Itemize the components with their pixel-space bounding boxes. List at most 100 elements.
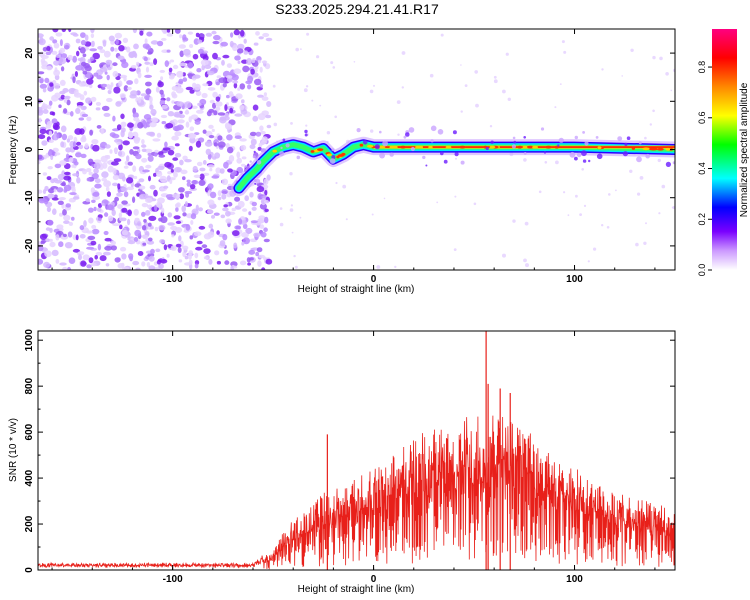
ridge-hotspot — [517, 145, 523, 149]
spectrogram-ytick-label: 20 — [24, 47, 35, 59]
noise-blob — [215, 96, 221, 102]
noise-blob — [172, 64, 179, 70]
noise-blob — [58, 57, 67, 65]
ridge-hotspot — [399, 145, 407, 149]
ridge-scatter — [543, 151, 547, 154]
noise-blob — [105, 59, 113, 65]
noise-blob — [137, 71, 142, 79]
noise-blob — [103, 50, 111, 58]
noise-blob — [90, 96, 97, 102]
ridge-scatter — [410, 146, 415, 152]
noise-blob — [212, 91, 218, 98]
noise-blob — [67, 54, 74, 61]
noise-blob — [52, 39, 58, 44]
noise-speck — [512, 219, 516, 223]
noise-blob — [149, 131, 156, 137]
ridge-scatter — [569, 151, 576, 158]
noise-blob — [52, 177, 59, 182]
noise-speck — [555, 160, 559, 165]
noise-blob — [265, 37, 273, 42]
noise-blob — [190, 213, 197, 220]
noise-blob — [263, 238, 270, 243]
noise-blob — [115, 38, 119, 45]
noise-speck — [493, 79, 498, 84]
noise-blob — [90, 262, 97, 267]
noise-blob — [78, 82, 85, 87]
spectrogram-xtick-label: -100 — [163, 274, 183, 285]
noise-blob — [252, 115, 259, 122]
noise-blob — [47, 219, 54, 226]
noise-blob — [155, 87, 160, 93]
noise-blob — [263, 178, 269, 185]
noise-blob — [38, 154, 43, 160]
noise-blob — [58, 227, 64, 232]
noise-blob — [191, 180, 199, 185]
noise-blob — [61, 181, 66, 187]
ridge-scatter — [374, 144, 380, 150]
noise-blob — [190, 220, 194, 225]
noise-blob — [133, 237, 139, 242]
noise-blob — [108, 85, 113, 91]
noise-blob — [44, 250, 52, 258]
noise-blob — [38, 117, 42, 123]
noise-blob — [51, 197, 59, 201]
noise-blob — [239, 138, 247, 142]
noise-blob — [126, 186, 135, 191]
noise-blob — [109, 149, 113, 154]
ridge-hotspot — [665, 147, 671, 151]
noise-blob — [113, 158, 122, 163]
noise-blob — [256, 186, 265, 193]
noise-blob — [90, 240, 97, 246]
ridge-scatter — [405, 132, 410, 137]
noise-blob — [84, 143, 89, 149]
noise-blob — [149, 122, 157, 128]
noise-blob — [201, 92, 208, 99]
noise-blob — [189, 235, 194, 240]
noise-speck — [353, 61, 356, 63]
noise-blob — [119, 93, 126, 99]
noise-blob — [107, 215, 114, 222]
noise-blob — [95, 107, 101, 111]
noise-blob — [251, 206, 257, 211]
noise-blob — [104, 245, 113, 251]
noise-speck — [305, 85, 309, 88]
noise-blob — [208, 223, 214, 229]
noise-blob — [204, 64, 212, 69]
noise-blob — [239, 104, 245, 111]
ridge-scatter — [672, 161, 675, 165]
colorbar-tick-label: 0.2 — [697, 213, 707, 226]
colorbar-tick-label: 0.0 — [697, 264, 707, 277]
noise-blob — [63, 214, 71, 221]
noise-blob — [167, 212, 173, 218]
noise-blob — [53, 194, 58, 199]
noise-blob — [132, 196, 136, 203]
noise-blob — [86, 264, 92, 269]
noise-blob — [135, 267, 141, 270]
noise-blob — [203, 248, 211, 255]
noise-blob — [139, 193, 148, 200]
noise-blob — [95, 101, 101, 106]
noise-blob — [193, 174, 201, 178]
noise-blob — [53, 69, 60, 77]
noise-blob — [153, 58, 158, 65]
ridge-hotspot — [428, 145, 433, 149]
noise-speck — [454, 195, 457, 198]
ridge-scatter — [425, 164, 428, 167]
noise-blob — [242, 65, 250, 73]
noise-blob — [255, 131, 262, 137]
ridge-scatter — [588, 159, 591, 163]
noise-blob — [92, 144, 100, 152]
noise-speck — [601, 224, 604, 227]
noise-blob — [121, 229, 129, 236]
noise-blob — [75, 107, 81, 114]
noise-blob — [121, 127, 126, 133]
noise-speck — [507, 97, 511, 102]
noise-blob — [205, 148, 211, 156]
noise-speck — [645, 222, 647, 225]
ridge-scatter — [596, 153, 603, 160]
noise-blob — [154, 204, 158, 212]
noise-blob — [55, 54, 61, 58]
noise-blob — [199, 173, 205, 181]
noise-blob — [160, 76, 164, 81]
